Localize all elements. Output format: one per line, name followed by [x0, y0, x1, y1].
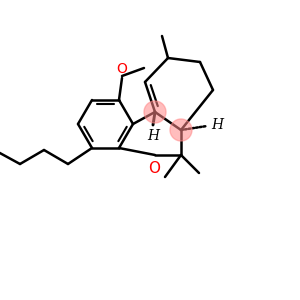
Circle shape [144, 101, 166, 123]
Text: O: O [117, 62, 128, 76]
Text: H: H [147, 129, 159, 143]
Circle shape [170, 119, 192, 141]
Text: O: O [148, 161, 160, 176]
Text: H: H [211, 118, 223, 132]
